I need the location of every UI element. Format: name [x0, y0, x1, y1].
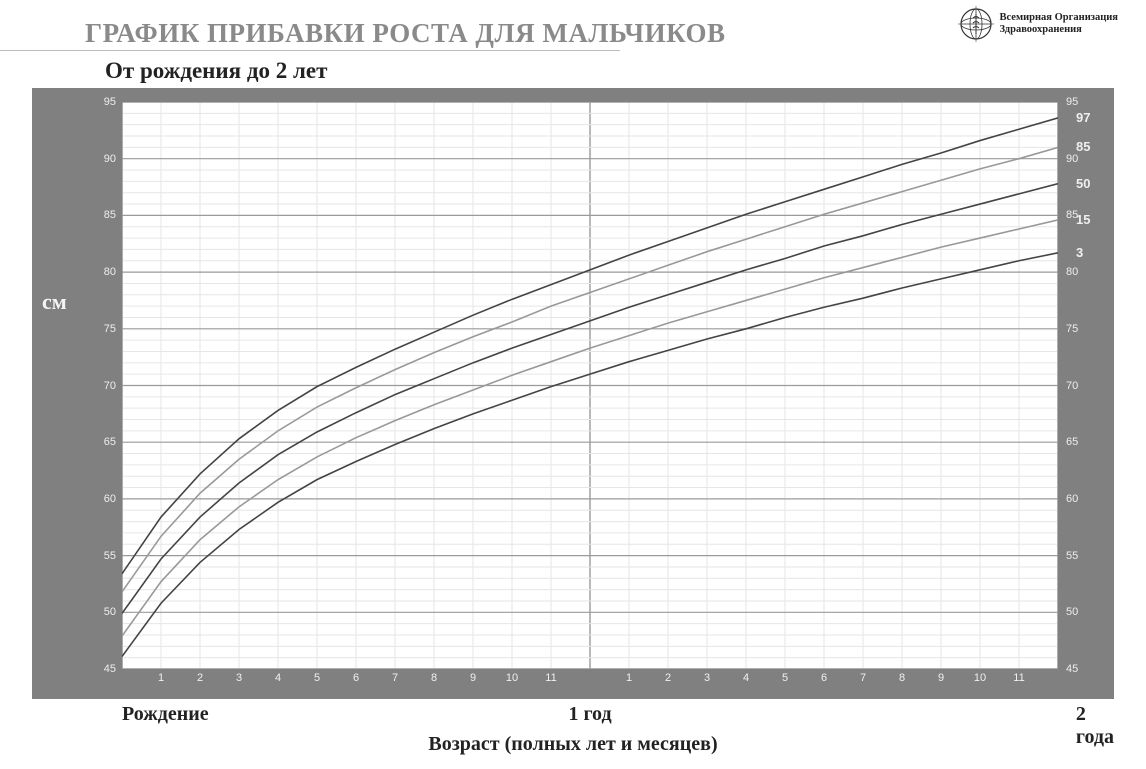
y-tick-label-right: 95: [1066, 96, 1078, 108]
x-month-tick: 11: [1013, 672, 1024, 684]
x-month-tick: 7: [860, 672, 866, 684]
y-tick-label-right: 90: [1066, 153, 1078, 165]
y-tick-label-right: 60: [1066, 493, 1078, 505]
y-tick-label: 50: [104, 606, 116, 618]
x-month-tick: 5: [782, 672, 788, 684]
org-name-line2: Здравоохранения: [1000, 24, 1118, 36]
y-tick-label-right: 65: [1066, 436, 1078, 448]
y-tick-label-right: 55: [1066, 550, 1078, 562]
x-month-tick: 4: [275, 672, 281, 684]
x-month-tick: 10: [974, 672, 986, 684]
y-tick-label-right: 50: [1066, 606, 1078, 618]
page-title: ГРАФИК ПРИБАВКИ РОСТА ДЛЯ МАЛЬЧИКОВ: [85, 18, 726, 49]
x-month-tick: 7: [392, 672, 398, 684]
x-month-tick: 3: [704, 672, 710, 684]
x-category-label: 1 год: [568, 703, 611, 726]
y-tick-label: 70: [104, 380, 116, 392]
y-tick-label: 85: [104, 209, 116, 221]
y-tick-label: 65: [104, 436, 116, 448]
y-tick-label-right: 70: [1066, 380, 1078, 392]
page-subtitle: От рождения до 2 лет: [105, 58, 327, 84]
x-month-tick: 8: [899, 672, 905, 684]
percentile-label: 15: [1076, 212, 1090, 227]
percentile-label: 85: [1076, 139, 1090, 154]
x-month-tick: 6: [353, 672, 359, 684]
percentile-label: 3: [1076, 245, 1083, 260]
y-tick-label: 45: [104, 663, 116, 675]
x-month-tick: 1: [158, 672, 164, 684]
percentile-label: 97: [1076, 110, 1090, 125]
x-month-tick: 1: [626, 672, 632, 684]
x-axis-title: Возраст (полных лет и месяцев): [428, 733, 717, 756]
x-month-tick: 8: [431, 672, 437, 684]
x-month-tick: 9: [470, 672, 476, 684]
x-month-tick: 2: [665, 672, 671, 684]
y-tick-label: 75: [104, 323, 116, 335]
x-month-tick: 10: [506, 672, 518, 684]
x-month-tick: 6: [821, 672, 827, 684]
org-name-line1: Всемирная Организация: [1000, 12, 1118, 24]
who-logo: Всемирная Организация Здравоохранения: [958, 6, 1118, 42]
y-tick-label-right: 45: [1066, 663, 1078, 675]
x-month-tick: 2: [197, 672, 203, 684]
y-tick-label: 60: [104, 493, 116, 505]
y-tick-label: 90: [104, 153, 116, 165]
y-axis-unit-label: см: [42, 289, 67, 315]
y-tick-label: 80: [104, 266, 116, 278]
who-logo-icon: [958, 6, 994, 42]
y-tick-label-right: 75: [1066, 323, 1078, 335]
x-month-tick: 5: [314, 672, 320, 684]
x-month-tick: 9: [938, 672, 944, 684]
y-tick-label: 95: [104, 96, 116, 108]
chart-frame: см 4545505055556060656570707575808085859…: [32, 88, 1114, 699]
x-month-tick: 3: [236, 672, 242, 684]
x-category-label: Рождение: [122, 703, 209, 726]
x-month-tick: 4: [743, 672, 749, 684]
y-tick-label-right: 80: [1066, 266, 1078, 278]
y-tick-label: 55: [104, 550, 116, 562]
header-divider: [0, 50, 620, 51]
x-category-label: 2 года: [1076, 703, 1114, 749]
growth-chart-plot: [122, 102, 1058, 669]
percentile-label: 50: [1076, 176, 1090, 191]
x-month-tick: 11: [545, 672, 556, 684]
